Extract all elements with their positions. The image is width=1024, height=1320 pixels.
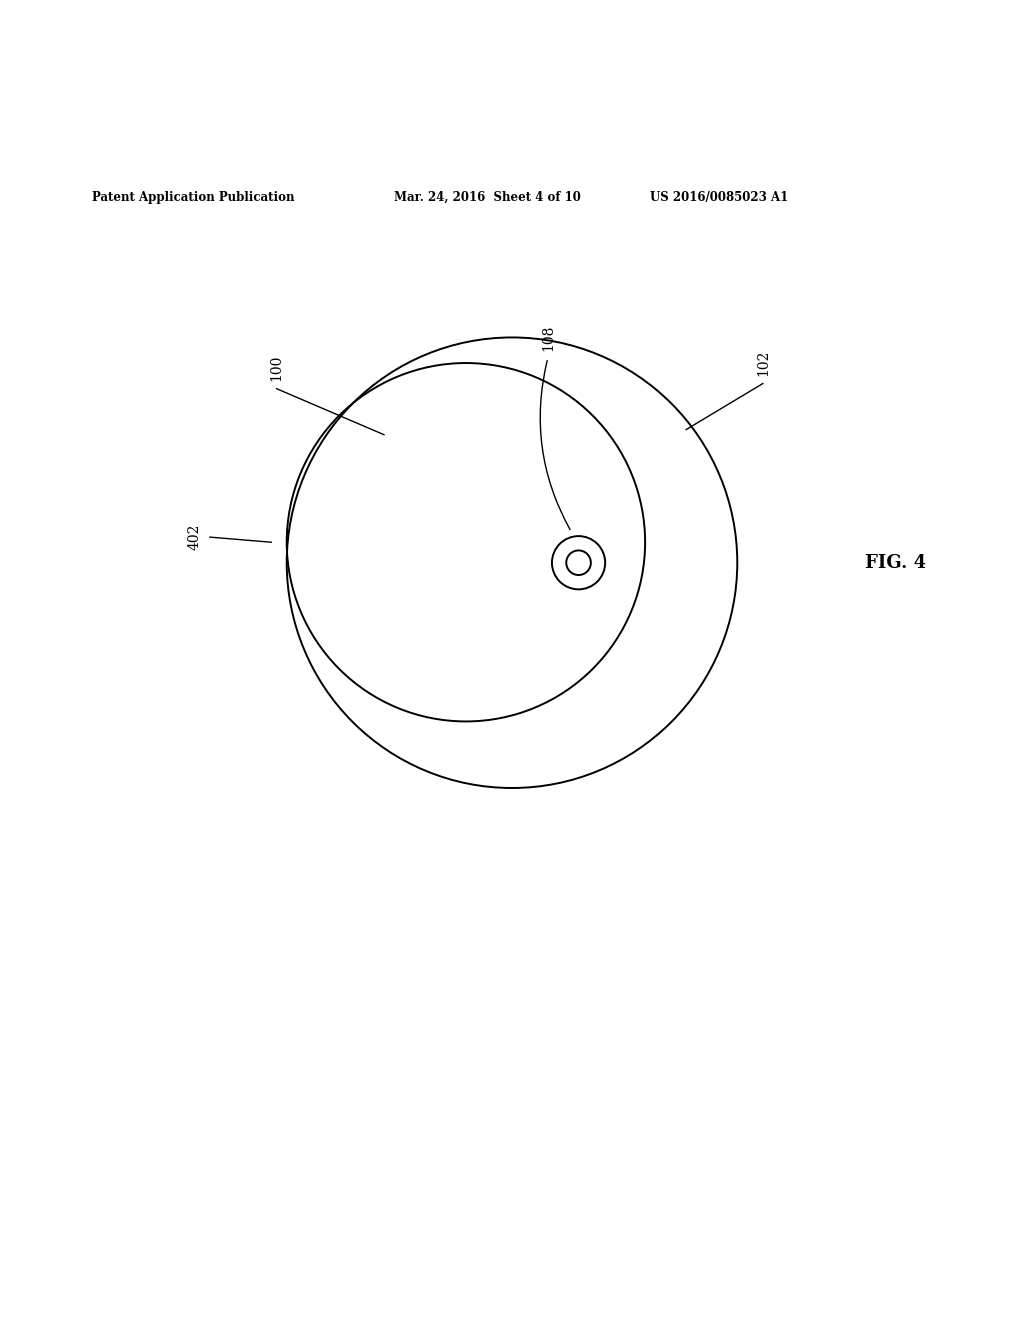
Text: Mar. 24, 2016  Sheet 4 of 10: Mar. 24, 2016 Sheet 4 of 10 (394, 190, 581, 203)
Text: 108: 108 (541, 325, 555, 351)
Circle shape (287, 363, 645, 722)
Circle shape (287, 363, 645, 722)
Text: Patent Application Publication: Patent Application Publication (92, 190, 295, 203)
Circle shape (566, 550, 591, 576)
Text: US 2016/0085023 A1: US 2016/0085023 A1 (650, 190, 788, 203)
Text: FIG. 4: FIG. 4 (865, 553, 927, 572)
Circle shape (552, 536, 605, 589)
Text: 100: 100 (269, 355, 284, 381)
Text: 402: 402 (187, 524, 202, 550)
Circle shape (287, 338, 737, 788)
Text: 102: 102 (756, 350, 770, 376)
